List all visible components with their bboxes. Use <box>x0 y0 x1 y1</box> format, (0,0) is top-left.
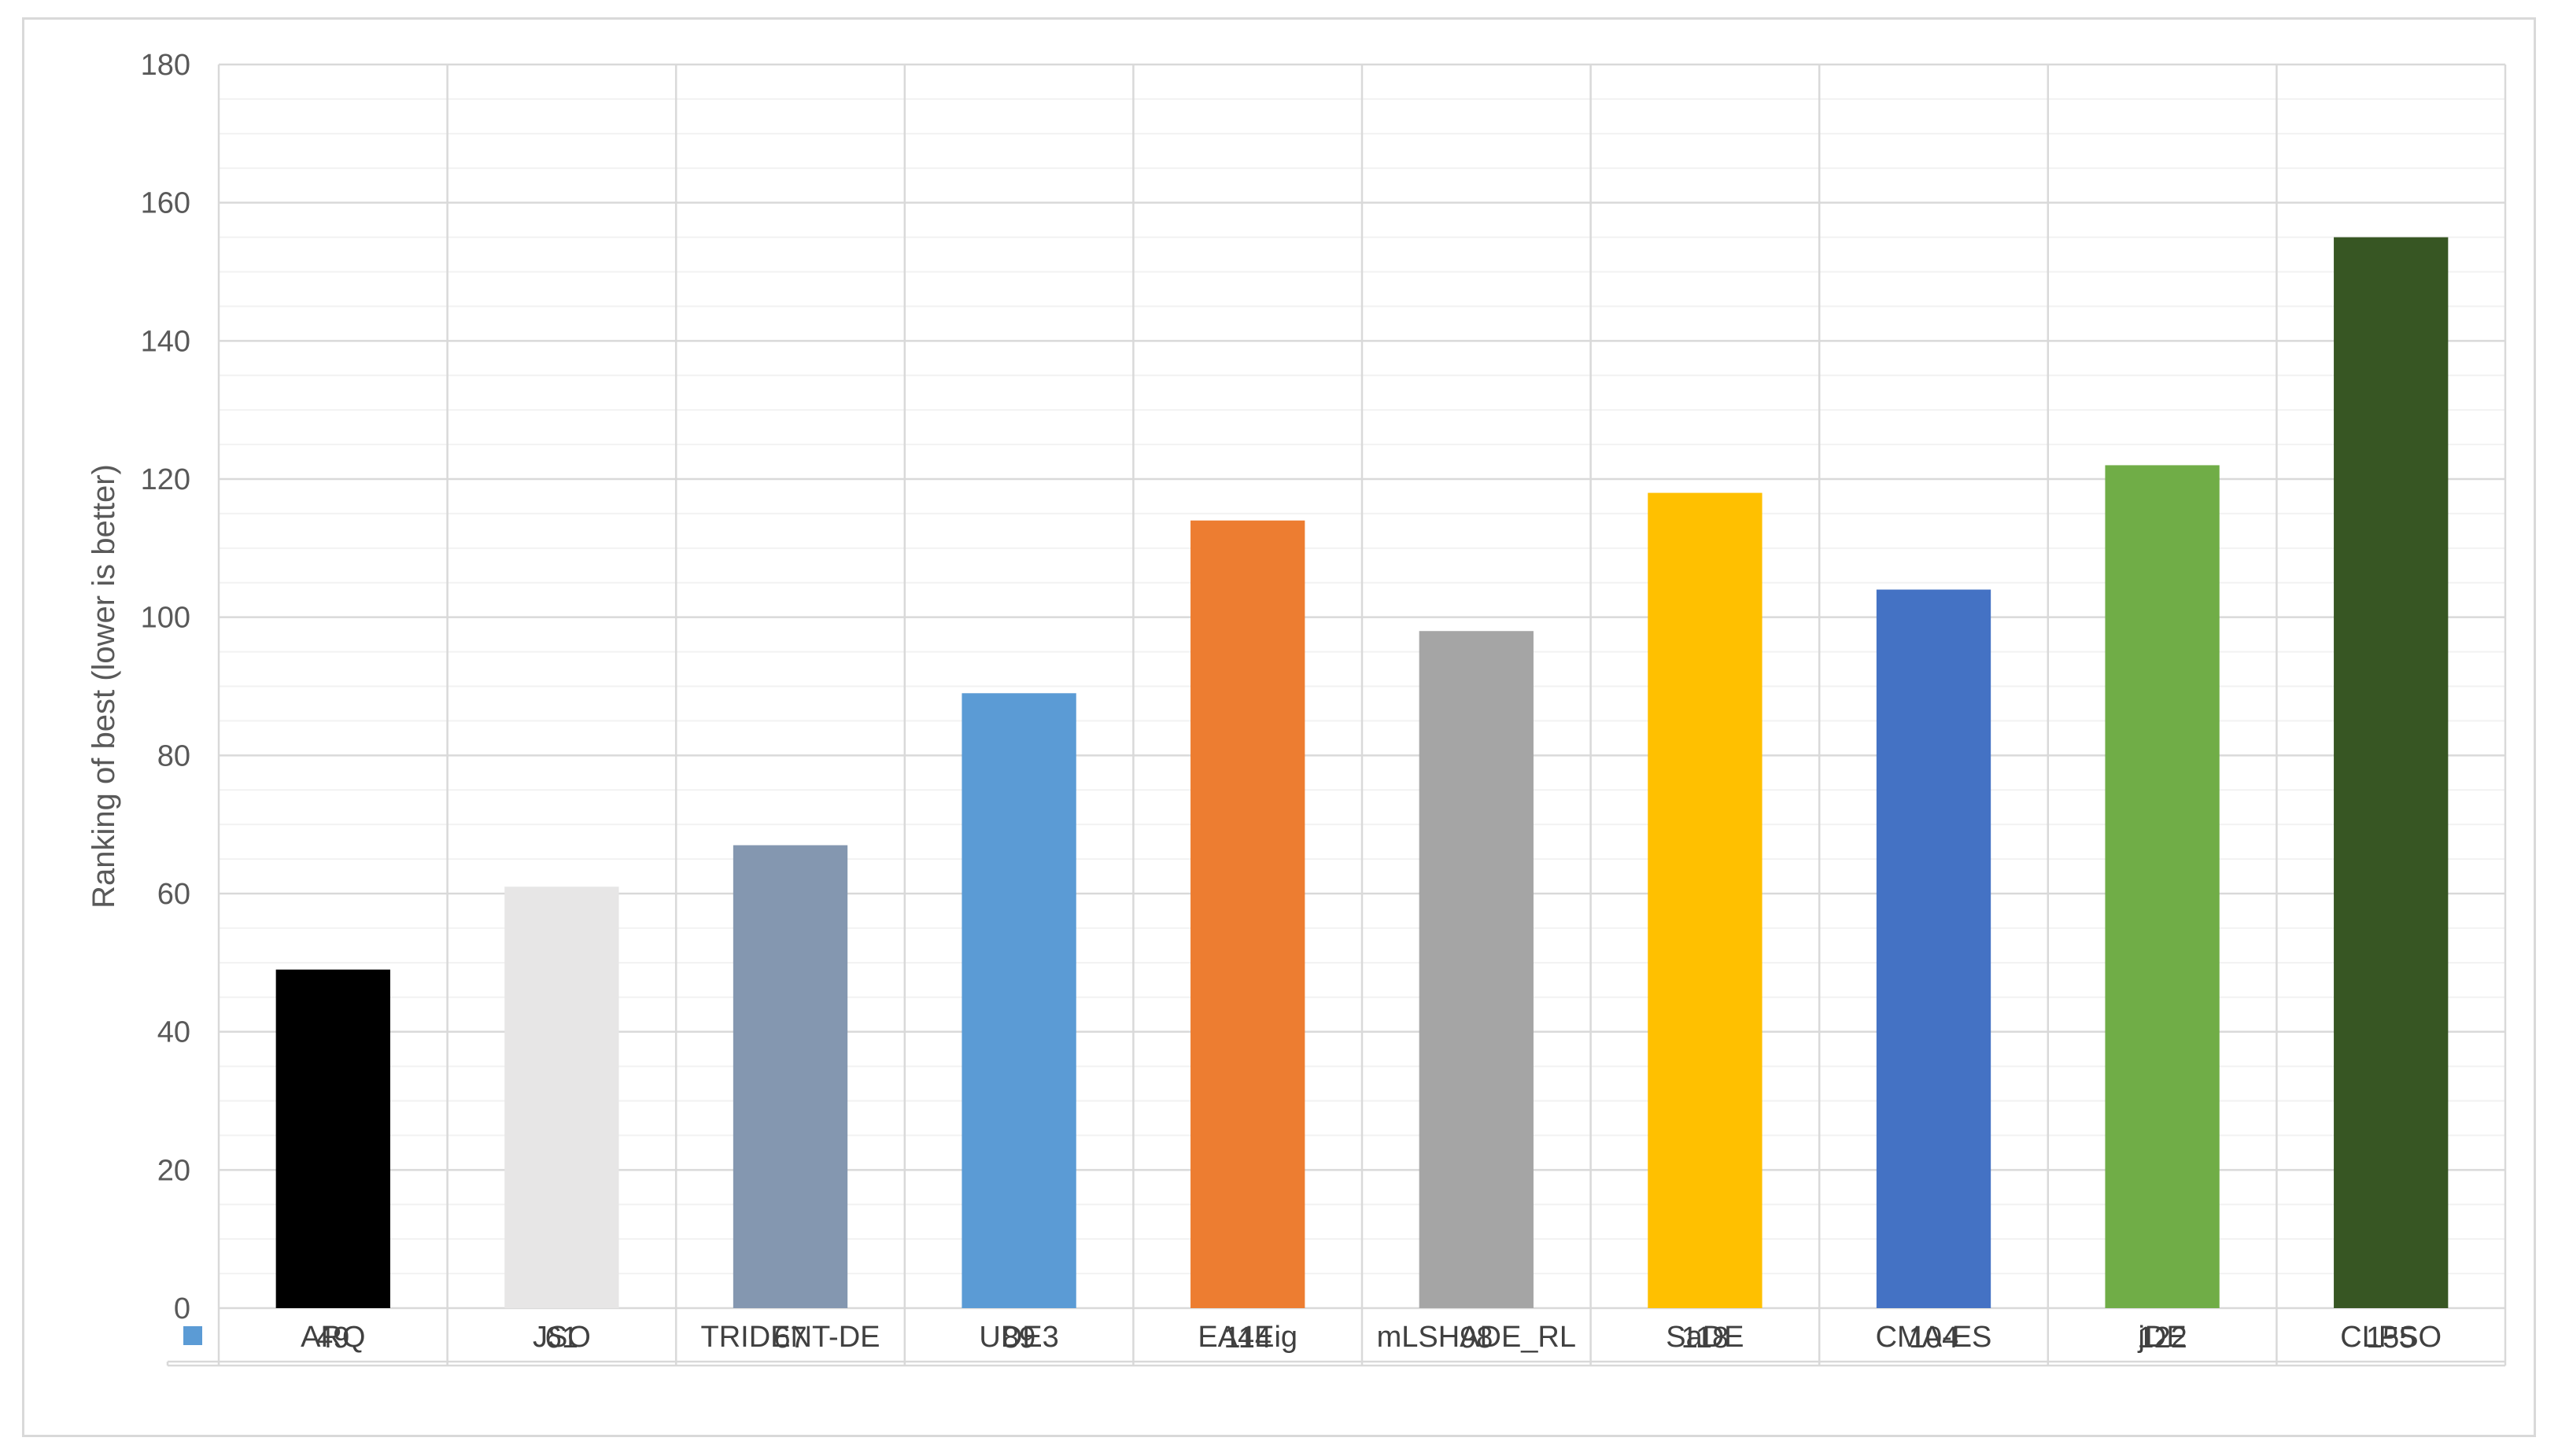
bar-ea4eig <box>1190 520 1305 1308</box>
bar-arq <box>275 969 390 1308</box>
data-value-label: 67 <box>773 1321 807 1355</box>
x-tick-label: UDE3 <box>979 1321 1058 1354</box>
bar-jde <box>2105 465 2220 1308</box>
x-tick-label: SaDE <box>1666 1321 1744 1354</box>
bar-trident-de <box>733 845 848 1308</box>
bars <box>275 237 2449 1308</box>
y-tick-label: 140 <box>141 325 190 358</box>
bar-mlshade-rl <box>1419 631 1534 1308</box>
x-tick-label: TRIDENT-DE <box>701 1321 880 1354</box>
x-tick-label: CMA-ES <box>1876 1321 1992 1354</box>
bar-jso <box>504 887 619 1308</box>
data-value-label: 118 <box>1681 1321 1729 1355</box>
y-axis-title: Ranking of best (lower is better) <box>87 464 121 909</box>
data-value-label: 114 <box>1224 1321 1272 1355</box>
bar-ude3 <box>962 693 1076 1308</box>
data-value-label: 122 <box>2137 1321 2187 1355</box>
y-tick-labels: 0 20 40 60 80 100 120 140 160 180 <box>141 49 190 1325</box>
x-tick-label: JSO <box>533 1321 591 1354</box>
bar-sade <box>1648 492 1763 1308</box>
x-tick-label: EA4Eig <box>1198 1321 1297 1354</box>
y-tick-label: 160 <box>141 187 190 220</box>
y-tick-label: 60 <box>157 878 190 911</box>
y-tick-label: 20 <box>157 1154 190 1187</box>
data-value-label: 104 <box>1909 1321 1958 1355</box>
category-gridlines <box>217 65 2507 1366</box>
data-value-label: 89 <box>1002 1321 1035 1355</box>
bar-clpso <box>2334 237 2449 1308</box>
y-tick-label: 0 <box>174 1292 190 1325</box>
y-tick-label: 180 <box>141 49 190 82</box>
y-tick-label: 100 <box>141 602 190 635</box>
y-tick-label: 40 <box>157 1016 190 1049</box>
data-value-label: 155 <box>2366 1321 2416 1355</box>
x-tick-label: mLSHADE_RL <box>1377 1321 1576 1354</box>
y-tick-label: 120 <box>141 463 190 496</box>
x-tick-label: ARQ <box>301 1321 365 1354</box>
data-value-label: 98 <box>1460 1321 1493 1355</box>
x-tick-label: CLPSO <box>2340 1321 2442 1354</box>
bar-cma-es <box>1876 589 1991 1308</box>
data-value-label: 49 <box>316 1321 349 1355</box>
y-tick-label: 80 <box>157 739 190 772</box>
data-value-label: 61 <box>545 1321 578 1355</box>
chart-frame: 0 20 40 60 80 100 120 140 160 180 ARQ 49 JSO 61 TRIDE… <box>22 17 2536 1437</box>
legend-key <box>183 1326 202 1345</box>
x-tick-label: jDE <box>2137 1321 2186 1354</box>
